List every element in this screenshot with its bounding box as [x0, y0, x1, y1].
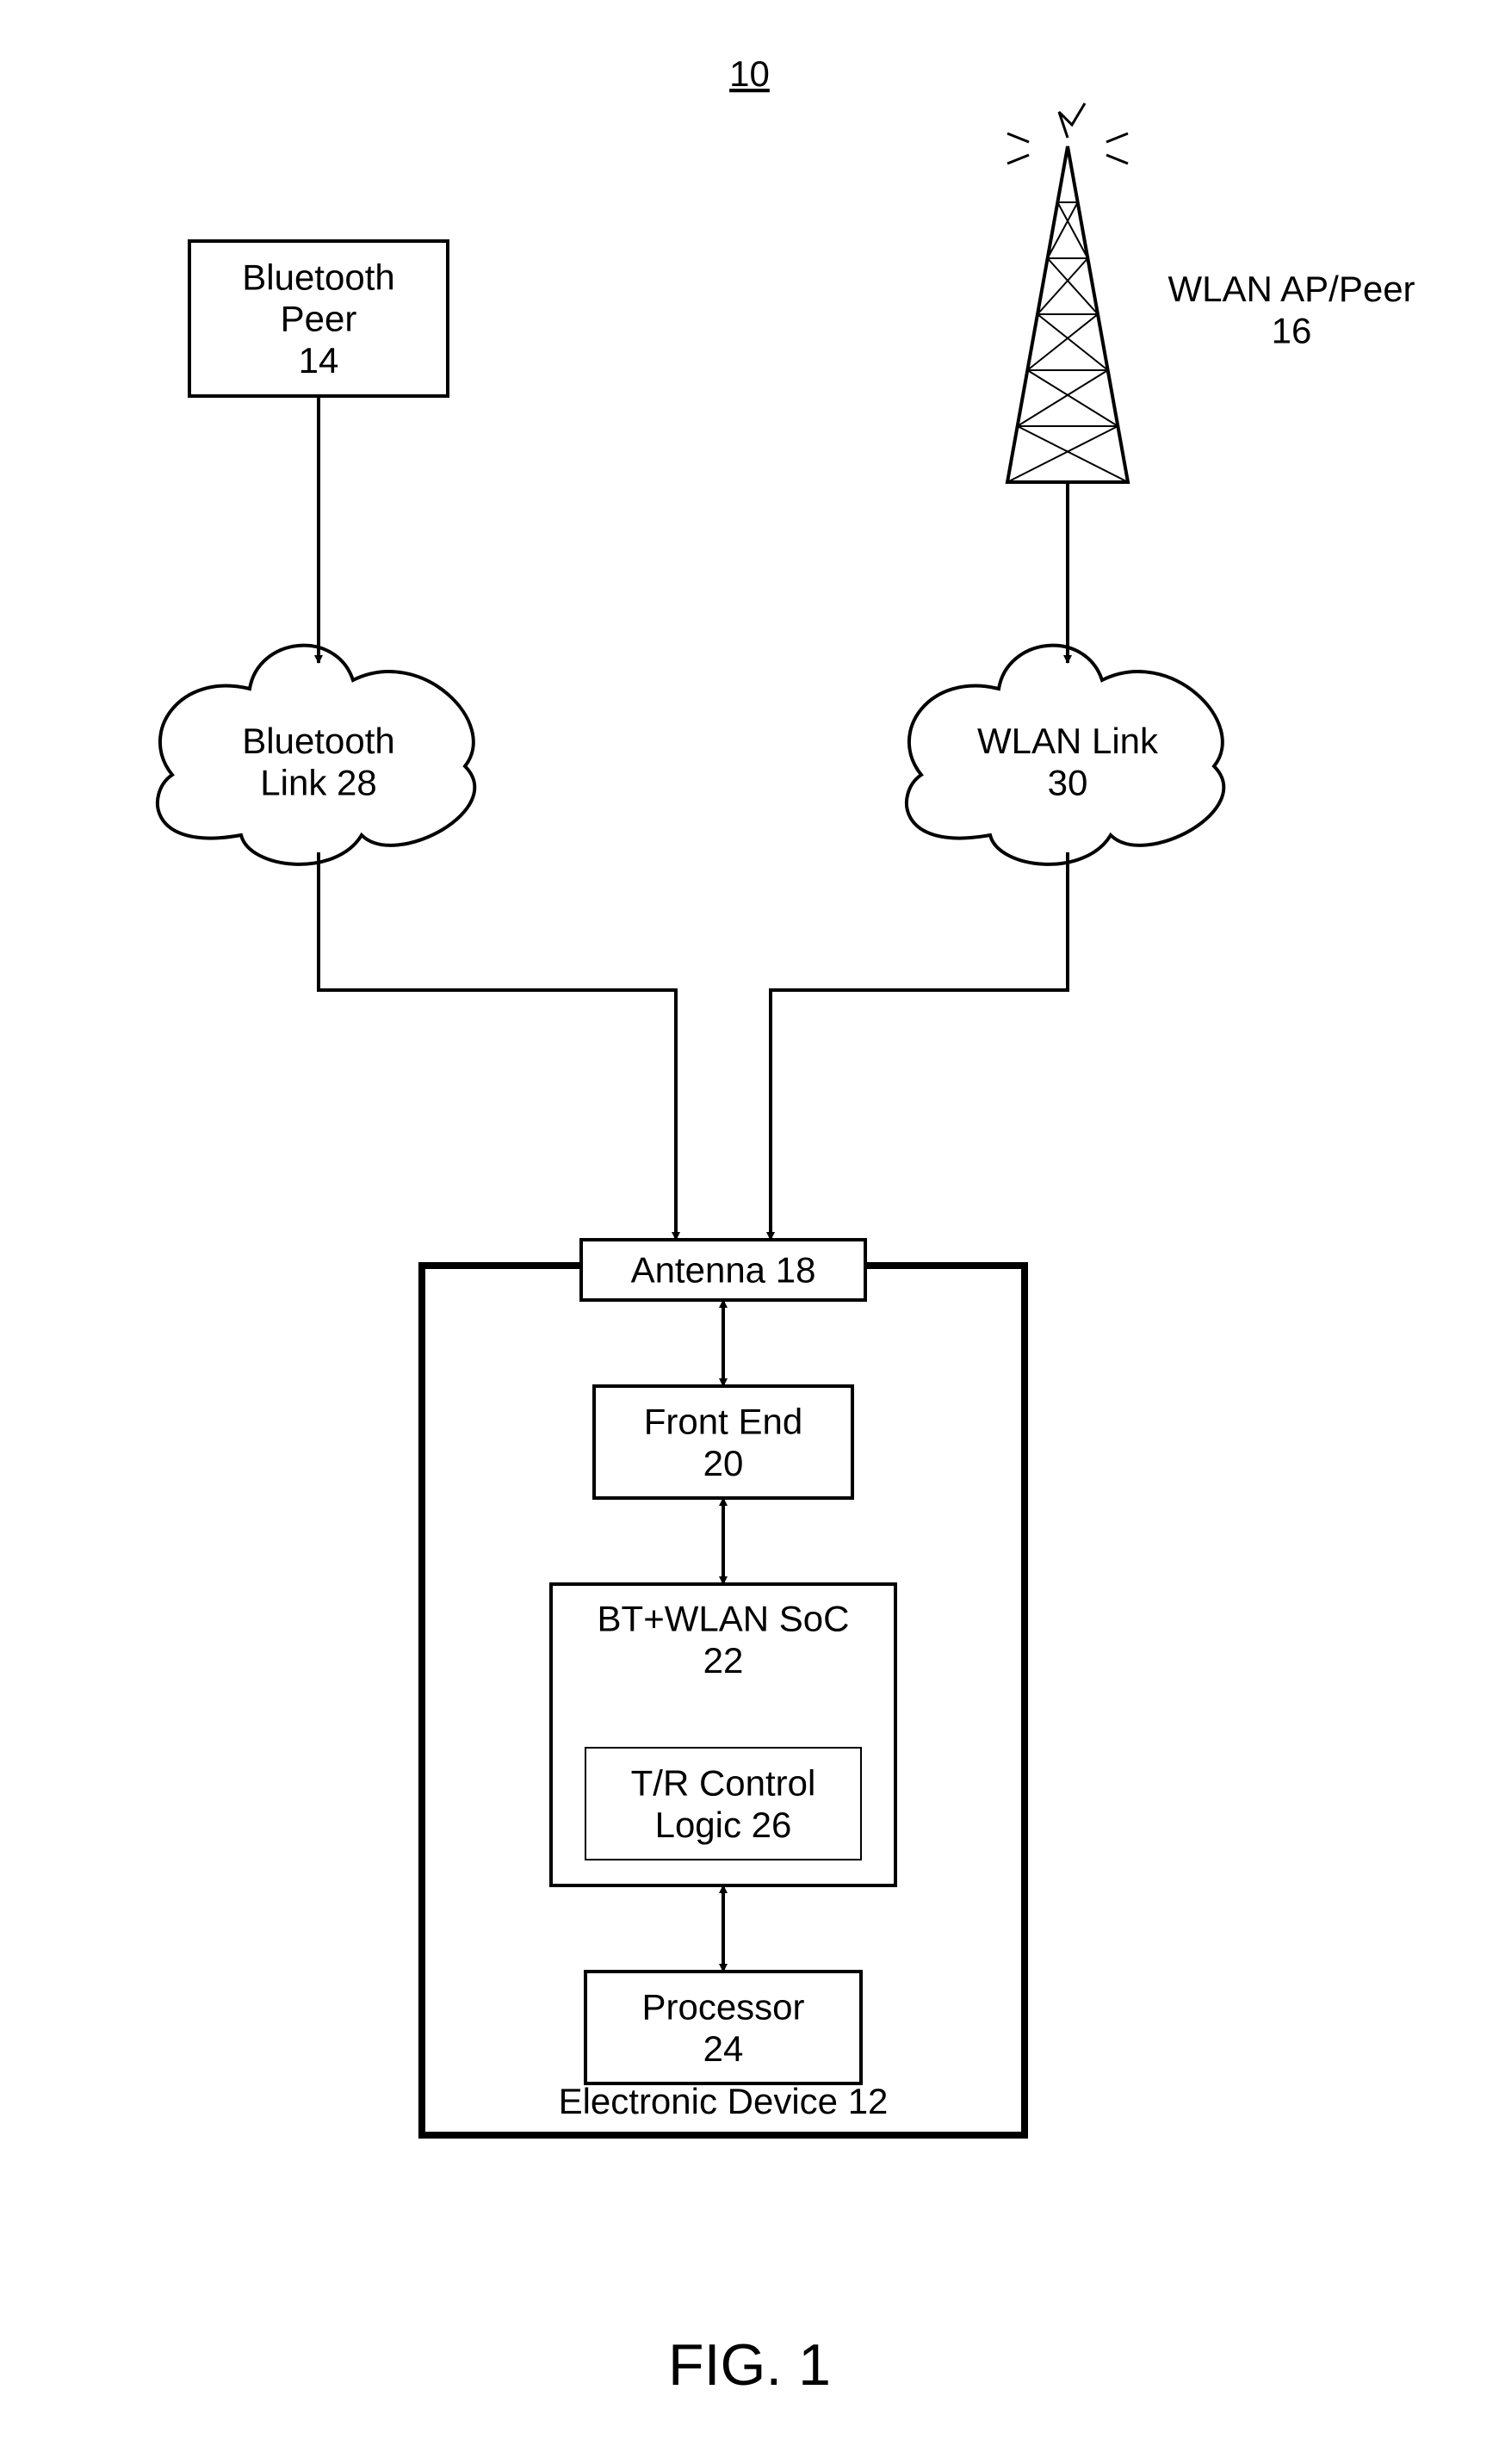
svg-text:Front End: Front End	[644, 1402, 802, 1442]
svg-text:Bluetooth: Bluetooth	[242, 257, 394, 297]
svg-text:Peer: Peer	[281, 299, 357, 339]
svg-text:22: 22	[703, 1640, 744, 1681]
svg-text:Processor: Processor	[641, 1987, 804, 2028]
svg-text:WLAN AP/Peer: WLAN AP/Peer	[1168, 269, 1415, 309]
svg-text:14: 14	[299, 340, 339, 381]
svg-text:Link 28: Link 28	[260, 762, 376, 802]
svg-text:FIG. 1: FIG. 1	[668, 2332, 831, 2398]
svg-text:Logic 26: Logic 26	[655, 1805, 792, 1845]
svg-text:Antenna 18: Antenna 18	[631, 1250, 816, 1291]
svg-text:24: 24	[703, 2028, 744, 2069]
svg-text:30: 30	[1048, 762, 1088, 802]
svg-text:16: 16	[1272, 310, 1312, 350]
svg-text:WLAN Link: WLAN Link	[977, 721, 1159, 761]
svg-text:Electronic Device 12: Electronic Device 12	[559, 2081, 889, 2121]
svg-text:Bluetooth: Bluetooth	[242, 721, 394, 761]
svg-text:T/R Control: T/R Control	[631, 1763, 816, 1804]
svg-text:10: 10	[729, 53, 770, 94]
svg-text:BT+WLAN SoC: BT+WLAN SoC	[598, 1599, 850, 1639]
svg-text:20: 20	[703, 1443, 744, 1483]
